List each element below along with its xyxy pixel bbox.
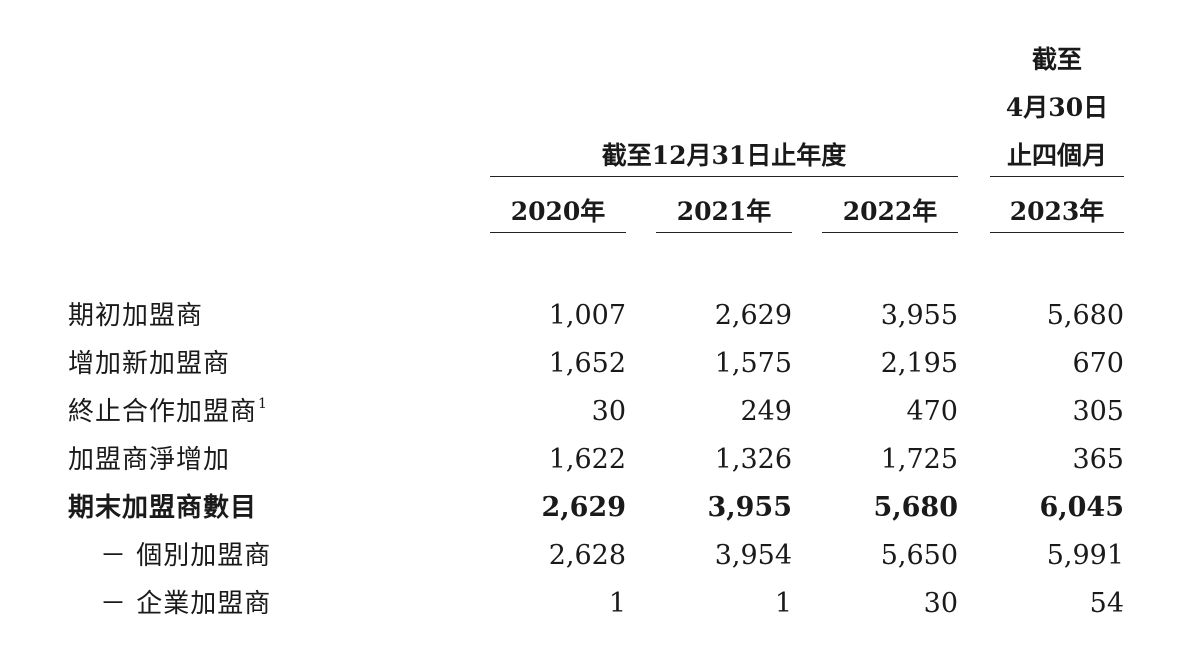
cell-2022: 30: [923, 588, 958, 619]
year-header-2020: 2020年: [510, 197, 606, 226]
year-header-2022: 2022年: [842, 197, 938, 226]
period-header-line1: 截至: [1031, 45, 1082, 74]
year-group-header: 截至12月31日止年度: [601, 141, 847, 170]
cell-2023: 5,680: [1046, 300, 1124, 331]
year-rule-2020: [490, 232, 626, 233]
cell-2021: 3,955: [707, 492, 792, 523]
cell-2023: 54: [1089, 588, 1124, 619]
cell-2020: 30: [591, 396, 626, 427]
cell-2023: 365: [1072, 444, 1124, 475]
row-label: － 個別加盟商: [100, 541, 272, 571]
row-label: 增加新加盟商: [68, 349, 231, 379]
table-row-new-franchisees: 增加新加盟商 1,652 1,575 2,195 670: [0, 346, 1202, 382]
table-row-corporate-franchisees: － 企業加盟商 1 1 30 54: [0, 586, 1202, 622]
year-header-2023: 2023年: [1009, 197, 1105, 226]
row-label: 終止合作加盟商1: [68, 394, 267, 430]
row-label: 期初加盟商: [68, 301, 204, 331]
cell-2023: 670: [1072, 348, 1124, 379]
row-label: － 企業加盟商: [100, 589, 272, 619]
cell-2021: 1,326: [714, 444, 792, 475]
footnote-marker: 1: [258, 396, 267, 412]
year-rule-2023: [990, 232, 1124, 233]
cell-2020: 1: [608, 588, 626, 619]
table-row-individual-franchisees: － 個別加盟商 2,628 3,954 5,650 5,991: [0, 538, 1202, 574]
row-label-text: 終止合作加盟商: [68, 397, 258, 427]
cell-2021: 1: [774, 588, 792, 619]
cell-2020: 1,622: [548, 444, 626, 475]
cell-2023: 6,045: [1039, 492, 1124, 523]
table-row-net-increase: 加盟商淨增加 1,622 1,326 1,725 365: [0, 442, 1202, 478]
cell-2020: 1,007: [548, 300, 626, 331]
cell-2020: 2,628: [548, 540, 626, 571]
year-header-2021: 2021年: [676, 197, 772, 226]
group-rule-period: [990, 176, 1124, 177]
period-header-line2: 4月30日: [1005, 93, 1109, 122]
cell-2021: 3,954: [714, 540, 792, 571]
cell-2023: 305: [1072, 396, 1124, 427]
cell-2022: 3,955: [880, 300, 958, 331]
row-label: 加盟商淨增加: [68, 445, 231, 475]
cell-2022: 470: [906, 396, 958, 427]
table-row-closing-franchisees: 期末加盟商數目 2,629 3,955 5,680 6,045: [0, 490, 1202, 526]
cell-2022: 2,195: [880, 348, 958, 379]
year-rule-2021: [656, 232, 792, 233]
cell-2021: 1,575: [714, 348, 792, 379]
cell-2022: 1,725: [880, 444, 958, 475]
row-label: 期末加盟商數目: [68, 493, 258, 523]
year-rule-2022: [822, 232, 958, 233]
cell-2021: 2,629: [714, 300, 792, 331]
table-row-terminated-franchisees: 終止合作加盟商1 30 249 470 305: [0, 394, 1202, 430]
cell-2020: 1,652: [548, 348, 626, 379]
cell-2023: 5,991: [1046, 540, 1124, 571]
period-header-line3: 止四個月: [1006, 141, 1107, 170]
cell-2022: 5,650: [880, 540, 958, 571]
table-row-opening-franchisees: 期初加盟商 1,007 2,629 3,955 5,680: [0, 298, 1202, 334]
group-rule-years: [490, 176, 958, 177]
cell-2021: 249: [740, 396, 792, 427]
cell-2022: 5,680: [873, 492, 958, 523]
cell-2020: 2,629: [541, 492, 626, 523]
